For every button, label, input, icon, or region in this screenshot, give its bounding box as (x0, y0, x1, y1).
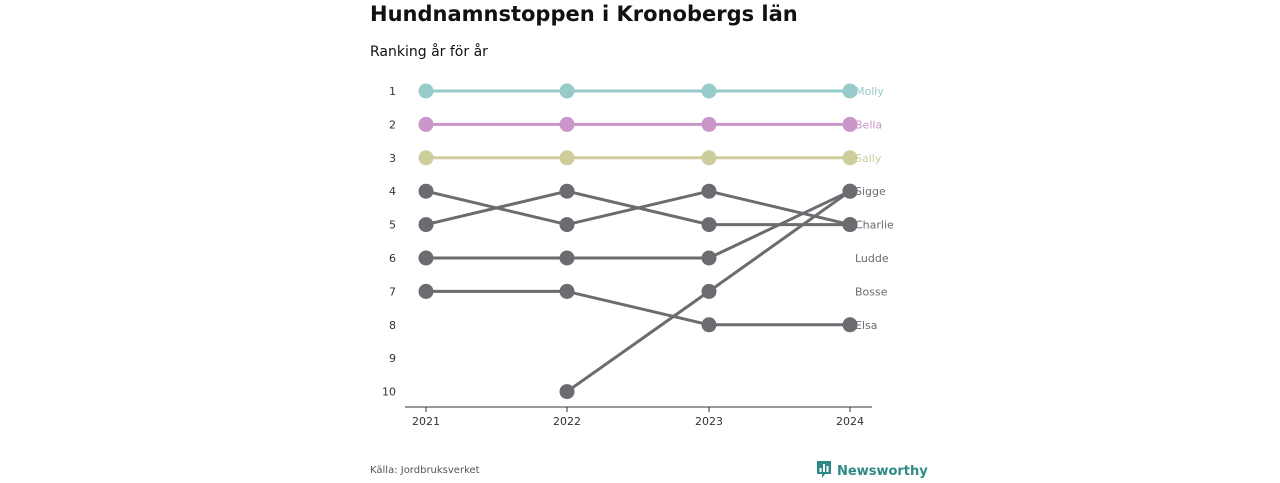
data-point (559, 283, 575, 299)
data-point (418, 83, 434, 99)
data-point (842, 217, 858, 233)
series-end-label: Bella (855, 118, 882, 131)
data-point (701, 217, 717, 233)
data-point (701, 283, 717, 299)
series-end-label: Molly (855, 85, 884, 98)
data-point (418, 116, 434, 132)
series-end-label: Charlie (855, 219, 894, 232)
data-point (559, 384, 575, 400)
y-tick-label: 6 (389, 252, 396, 265)
brand-name: Newsworthy (837, 464, 928, 479)
x-tick-label: 2022 (553, 415, 581, 428)
series-end-label: Sally (855, 152, 882, 165)
data-point (418, 250, 434, 266)
y-tick-label: 8 (389, 319, 396, 332)
brand-logo[interactable]: Newsworthy (816, 460, 928, 483)
y-tick-label: 1 (389, 85, 396, 98)
series-line (424, 189, 852, 260)
series-end-label: Elsa (855, 319, 877, 332)
y-tick-label: 2 (389, 118, 396, 131)
series-end-label: Sigge (855, 185, 886, 198)
data-point (559, 250, 575, 266)
series-line (424, 189, 852, 227)
data-point (842, 150, 858, 166)
y-tick-label: 9 (389, 352, 396, 365)
data-point (559, 183, 575, 199)
x-tick-label: 2023 (695, 415, 723, 428)
bar-chart-icon (816, 460, 832, 483)
data-point (418, 150, 434, 166)
data-point (701, 83, 717, 99)
x-tick-label: 2024 (836, 415, 864, 428)
data-point (842, 83, 858, 99)
data-point (701, 317, 717, 333)
data-point (559, 217, 575, 233)
data-point (559, 83, 575, 99)
data-point (701, 150, 717, 166)
data-point (842, 317, 858, 333)
data-point (842, 116, 858, 132)
chart-subtitle: Ranking år för år (370, 44, 488, 60)
chart-title: Hundnamnstoppen i Kronobergs län (370, 2, 798, 26)
data-point (842, 183, 858, 199)
series-line (424, 289, 852, 327)
series-end-label: Bosse (855, 285, 888, 298)
y-tick-label: 7 (389, 285, 396, 298)
data-point (701, 183, 717, 199)
data-point (701, 116, 717, 132)
data-point (418, 217, 434, 233)
data-point (418, 283, 434, 299)
y-tick-label: 5 (389, 219, 396, 232)
x-tick-label: 2021 (412, 415, 440, 428)
data-point (559, 150, 575, 166)
y-tick-label: 3 (389, 152, 396, 165)
data-point (701, 250, 717, 266)
data-point (559, 116, 575, 132)
data-point (418, 183, 434, 199)
series-end-label: Ludde (855, 252, 889, 265)
y-tick-label: 10 (382, 386, 396, 399)
y-tick-label: 4 (389, 185, 396, 198)
source-note: Källa: Jordbruksverket (370, 465, 480, 476)
